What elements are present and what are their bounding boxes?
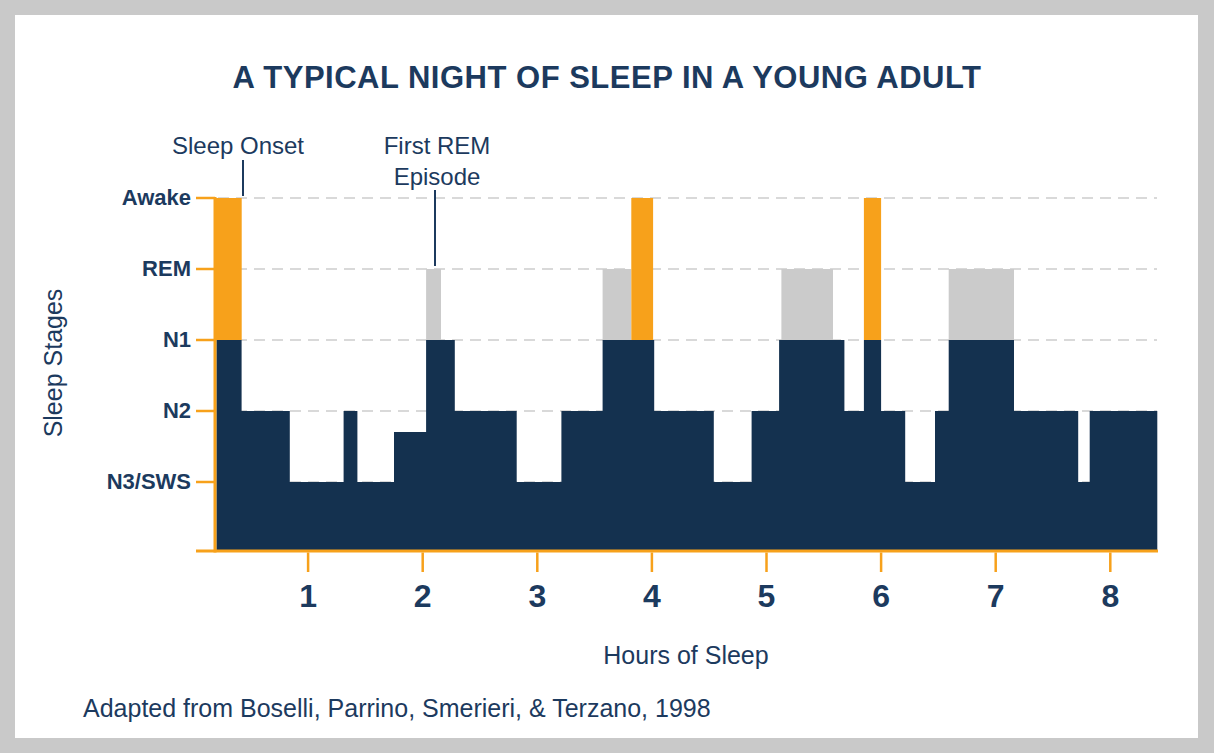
y-axis-label-n3-sws: N3/SWS	[41, 469, 191, 495]
awake-bar-1	[215, 198, 241, 340]
x-axis-label-4: 4	[643, 578, 661, 615]
x-axis-label-6: 6	[872, 578, 890, 615]
y-axis-label-rem: REM	[41, 256, 191, 282]
y-axis-label-n1: N1	[41, 327, 191, 353]
rem-episode-bar-1	[426, 269, 441, 340]
x-axis-label-1: 1	[299, 578, 317, 615]
sleep-depth-area	[216, 340, 1157, 551]
y-axis-label-n2: N2	[41, 398, 191, 424]
y-axis-label-awake: Awake	[41, 185, 191, 211]
rem-episode-bar-4	[949, 269, 1014, 340]
x-axis-label-5: 5	[758, 578, 776, 615]
source-caption: Adapted from Boselli, Parrino, Smerieri,…	[83, 694, 711, 723]
awake-bar-3	[864, 198, 881, 340]
annotation-sleep-onset: Sleep Onset	[172, 130, 304, 161]
x-axis-label-8: 8	[1101, 578, 1119, 615]
x-axis-label-7: 7	[987, 578, 1005, 615]
awake-bar-2	[631, 198, 653, 340]
x-axis-label-3: 3	[528, 578, 546, 615]
annotation-first-rem-episode: First REM Episode	[384, 130, 491, 192]
rem-episode-bar-2	[603, 269, 632, 340]
rem-episode-bar-3	[781, 269, 833, 340]
chart-title: A TYPICAL NIGHT OF SLEEP IN A YOUNG ADUL…	[15, 60, 1199, 96]
x-axis-label-2: 2	[414, 578, 432, 615]
figure: A TYPICAL NIGHT OF SLEEP IN A YOUNG ADUL…	[0, 0, 1214, 753]
x-axis-title: Hours of Sleep	[603, 641, 768, 670]
